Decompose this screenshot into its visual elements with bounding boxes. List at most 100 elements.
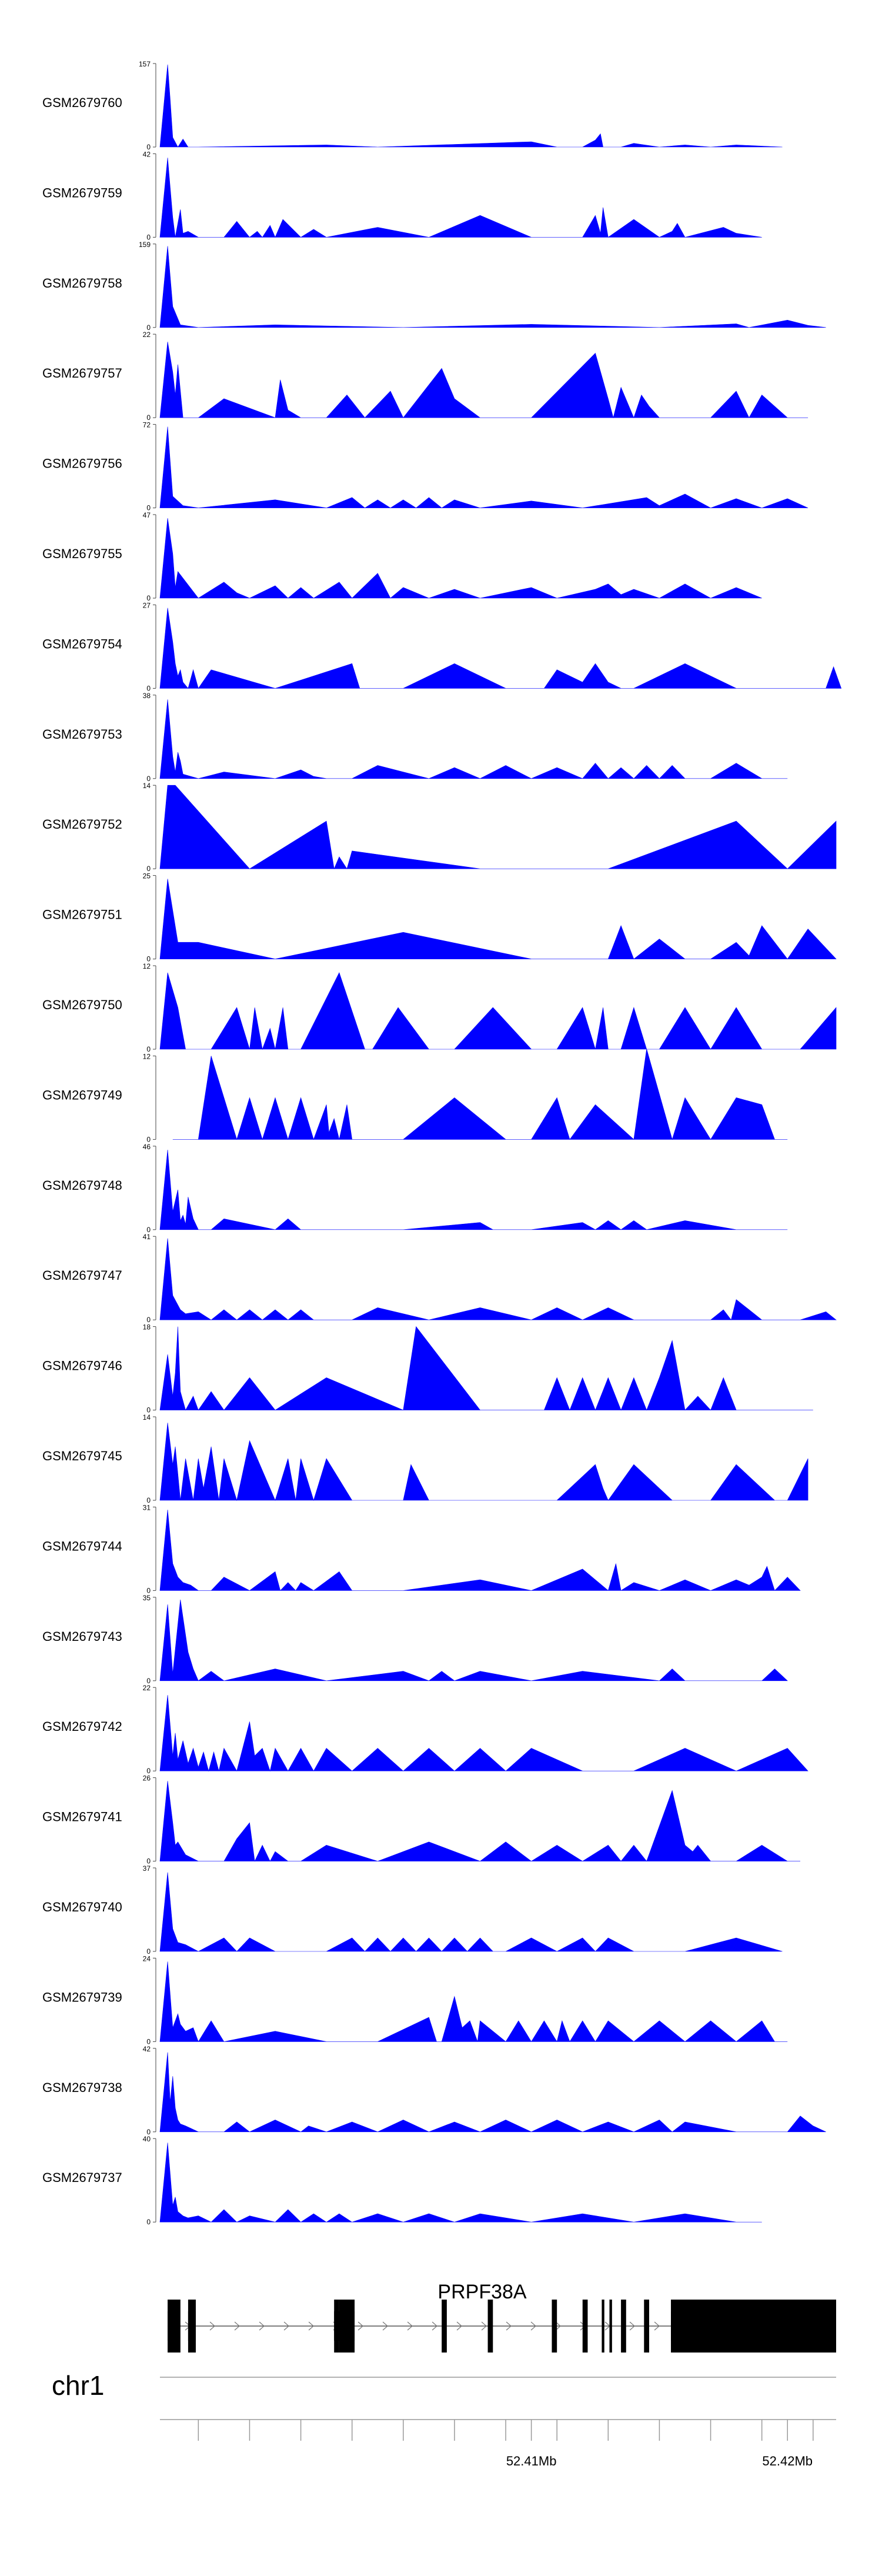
track-GSM2679750: GSM2679750 12 0 bbox=[42, 962, 837, 1053]
y-zero-label: 0 bbox=[146, 233, 151, 241]
exon bbox=[644, 2300, 650, 2353]
strand-arrow bbox=[481, 2321, 487, 2331]
track-GSM2679747: GSM2679747 41 0 bbox=[42, 1233, 837, 1324]
track-GSM2679742: GSM2679742 22 0 bbox=[42, 1684, 808, 1775]
track-GSM2679759: GSM2679759 42 0 bbox=[42, 150, 762, 241]
coverage-area bbox=[159, 1326, 813, 1411]
track-GSM2679756: GSM2679756 72 0 bbox=[42, 421, 808, 512]
track-label: GSM2679754 bbox=[42, 636, 122, 651]
y-zero-label: 0 bbox=[146, 775, 151, 783]
track-GSM2679755: GSM2679755 47 0 bbox=[42, 511, 762, 602]
strand-arrow bbox=[259, 2321, 265, 2331]
exon bbox=[442, 2300, 447, 2353]
y-max-label: 38 bbox=[143, 692, 151, 700]
y-zero-label: 0 bbox=[146, 1586, 151, 1594]
coverage-area bbox=[159, 608, 842, 689]
y-zero-label: 0 bbox=[146, 594, 151, 602]
y-max-label: 25 bbox=[143, 872, 151, 880]
exon-thick bbox=[188, 2311, 196, 2341]
y-zero-label: 0 bbox=[146, 1496, 151, 1504]
coverage-area bbox=[159, 1149, 788, 1230]
track-label: GSM2679750 bbox=[42, 997, 122, 1012]
strand-arrow bbox=[629, 2321, 635, 2331]
track-label: GSM2679744 bbox=[42, 1539, 122, 1553]
track-GSM2679737: GSM2679737 40 0 bbox=[42, 2135, 762, 2226]
exon bbox=[487, 2300, 493, 2353]
track-GSM2679752: GSM2679752 14 0 bbox=[42, 782, 837, 873]
track-GSM2679744: GSM2679744 31 0 bbox=[42, 1503, 801, 1594]
coverage-area bbox=[159, 1423, 808, 1501]
strand-arrow bbox=[358, 2321, 363, 2331]
y-max-label: 12 bbox=[143, 962, 151, 970]
coverage-area bbox=[159, 1872, 783, 1952]
y-zero-label: 0 bbox=[146, 1135, 151, 1143]
y-max-label: 47 bbox=[143, 511, 151, 519]
y-zero-label: 0 bbox=[146, 865, 151, 873]
y-max-label: 27 bbox=[143, 601, 151, 609]
track-GSM2679746: GSM2679746 18 0 bbox=[42, 1323, 813, 1414]
exon bbox=[176, 2300, 181, 2353]
genome-axis: chr1 52.41Mb 52.42Mb bbox=[52, 2370, 836, 2468]
strand-arrow bbox=[432, 2321, 437, 2331]
track-label: GSM2679746 bbox=[42, 1359, 122, 1373]
y-zero-label: 0 bbox=[146, 1406, 151, 1414]
gene-track: PRPF38A bbox=[168, 2281, 836, 2353]
coverage-area bbox=[159, 426, 808, 508]
y-max-label: 24 bbox=[143, 1954, 151, 1963]
y-max-label: 26 bbox=[143, 1774, 151, 1783]
y-zero-label: 0 bbox=[146, 1045, 151, 1053]
exon-thick bbox=[168, 2311, 178, 2341]
track-label: GSM2679737 bbox=[42, 2170, 122, 2185]
coverage-area bbox=[159, 1781, 800, 1862]
y-max-label: 22 bbox=[143, 1684, 151, 1692]
axis-tick-label: 52.42Mb bbox=[762, 2454, 813, 2468]
track-GSM2679751: GSM2679751 25 0 bbox=[42, 872, 837, 963]
track-GSM2679743: GSM2679743 35 0 bbox=[42, 1594, 788, 1685]
coverage-tracks: GSM2679760 157 0 GSM2679759 42 0 GSM2679758 159… bbox=[42, 60, 842, 2226]
axis-tick-label: 52.41Mb bbox=[506, 2454, 557, 2468]
strand-arrow bbox=[654, 2321, 660, 2331]
coverage-area bbox=[172, 1049, 788, 1140]
strand-arrow bbox=[530, 2321, 536, 2331]
y-max-label: 14 bbox=[143, 1413, 151, 1422]
track-label: GSM2679753 bbox=[42, 727, 122, 742]
coverage-area bbox=[159, 1695, 808, 1772]
y-zero-label: 0 bbox=[146, 1767, 151, 1775]
y-zero-label: 0 bbox=[146, 504, 151, 512]
track-label: GSM2679745 bbox=[42, 1449, 122, 1463]
strand-arrow bbox=[382, 2321, 388, 2331]
strand-arrow bbox=[283, 2321, 289, 2331]
exon bbox=[621, 2300, 626, 2353]
track-label: GSM2679755 bbox=[42, 546, 122, 561]
track-label: GSM2679747 bbox=[42, 1268, 122, 1283]
track-label: GSM2679742 bbox=[42, 1719, 122, 1734]
y-zero-label: 0 bbox=[146, 1316, 151, 1324]
y-max-label: 42 bbox=[143, 2045, 151, 2053]
y-max-label: 37 bbox=[143, 1864, 151, 1873]
exon-thick bbox=[671, 2311, 836, 2341]
coverage-area bbox=[159, 342, 808, 419]
gene-name-label: PRPF38A bbox=[437, 2281, 526, 2303]
coverage-area bbox=[159, 518, 762, 599]
coverage-area bbox=[159, 972, 837, 1050]
coverage-area bbox=[159, 1238, 837, 1320]
y-zero-label: 0 bbox=[146, 1857, 151, 1866]
track-label: GSM2679752 bbox=[42, 817, 122, 832]
exon-thick bbox=[339, 2311, 355, 2341]
strand-arrow bbox=[506, 2321, 512, 2331]
track-label: GSM2679760 bbox=[42, 95, 122, 110]
y-max-label: 42 bbox=[143, 150, 151, 158]
coverage-area bbox=[159, 1599, 788, 1681]
strand-arrow bbox=[234, 2321, 240, 2331]
track-label: GSM2679739 bbox=[42, 1990, 122, 2004]
coverage-area bbox=[159, 1509, 801, 1591]
coverage-area bbox=[159, 785, 837, 870]
track-GSM2679758: GSM2679758 159 0 bbox=[42, 241, 826, 332]
coverage-area bbox=[159, 879, 837, 960]
track-label: GSM2679751 bbox=[42, 907, 122, 922]
y-zero-label: 0 bbox=[146, 413, 151, 422]
y-max-label: 35 bbox=[143, 1594, 151, 1602]
y-zero-label: 0 bbox=[146, 955, 151, 963]
y-max-label: 18 bbox=[143, 1323, 151, 1332]
